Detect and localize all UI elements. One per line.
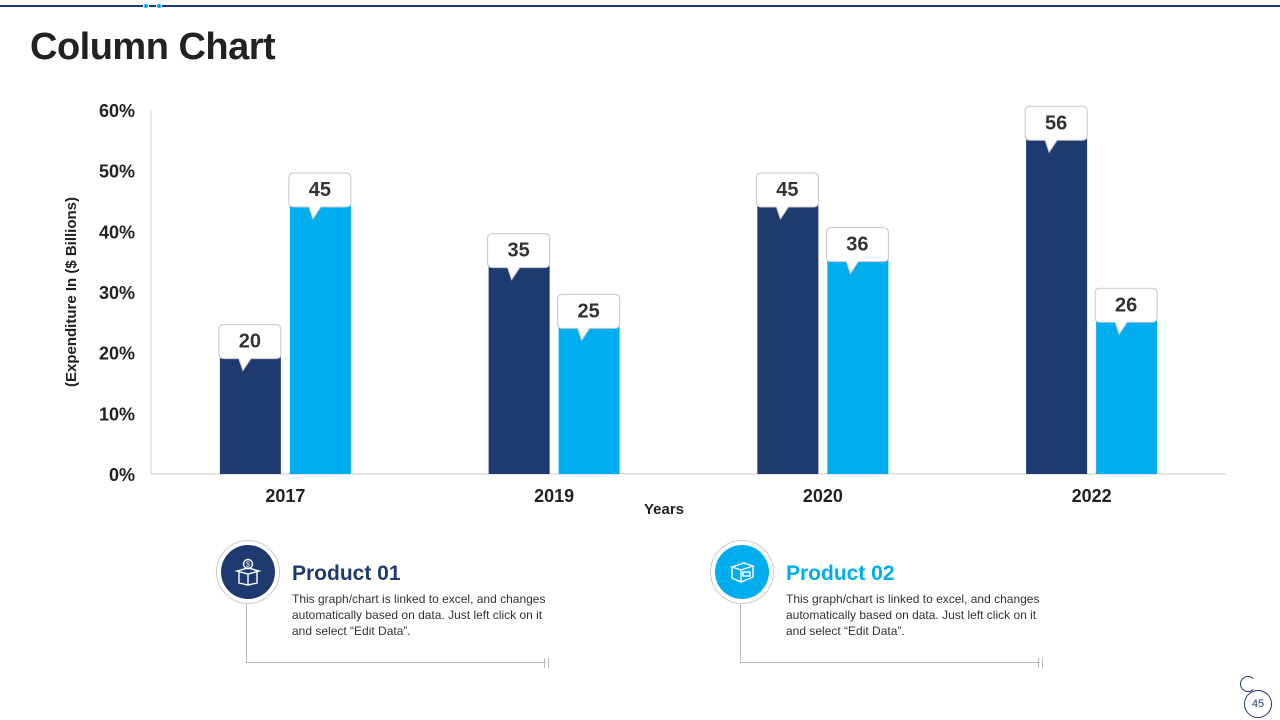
y-tick-label: 10%	[99, 404, 135, 424]
data-label-callout	[825, 227, 889, 275]
product-02-description: This graph/chart is linked to excel, and…	[786, 592, 1040, 638]
product-01-bracket	[246, 600, 546, 663]
x-tick-label: 2019	[534, 486, 574, 506]
page-number: 45	[1244, 690, 1272, 718]
data-label: 20	[239, 331, 261, 353]
data-label: 26	[1115, 294, 1137, 316]
top-rule-dot	[156, 3, 162, 9]
data-label-callout	[288, 172, 352, 221]
bar-product-02	[827, 255, 889, 474]
top-rule-dot	[143, 3, 149, 9]
product-01-title: Product 01	[292, 562, 401, 585]
y-tick-label: 30%	[99, 283, 135, 303]
x-axis-title: Years	[644, 501, 684, 518]
data-label-callout	[1094, 287, 1158, 336]
top-rule	[0, 5, 1280, 7]
column-chart: 0% 10% 20% 30% 40% 50% 60% (Expenditure In ($ B…	[63, 101, 1226, 518]
x-tick-label: 2017	[265, 486, 305, 506]
data-label-callout	[557, 293, 621, 342]
bar-product-02	[289, 201, 351, 474]
bar-product-01	[488, 261, 550, 474]
product-01-card: $ Product 01 This graph/chart is linked …	[216, 540, 576, 670]
bar-product-02	[558, 322, 620, 474]
y-axis-title: (Expenditure In ($ Billions)	[63, 197, 80, 387]
product-01-bracket-end	[544, 658, 549, 668]
product-01-icon-ring: $	[216, 540, 280, 604]
data-label: 36	[846, 234, 868, 256]
x-tick-label: 2022	[1072, 486, 1112, 506]
x-tick-label: 2020	[803, 486, 843, 506]
product-02-bracket	[740, 600, 1040, 663]
bar-product-01	[1026, 134, 1088, 474]
y-tick-label: 40%	[99, 222, 135, 242]
data-label-callout	[755, 172, 819, 221]
y-tick-label: 50%	[99, 162, 135, 182]
data-label-callout	[218, 324, 282, 372]
product-02-bracket-end	[1038, 658, 1043, 668]
svg-text:$: $	[246, 562, 250, 569]
bar-product-02	[1096, 316, 1158, 474]
money-box-icon: $	[221, 545, 275, 599]
data-label: 25	[578, 300, 600, 322]
bar-product-01	[757, 201, 819, 474]
y-tick-label: 60%	[99, 101, 135, 121]
data-label: 45	[309, 179, 331, 201]
product-02-title: Product 02	[786, 562, 895, 585]
page-badge-hook-icon	[1240, 676, 1256, 692]
y-tick-label: 20%	[99, 344, 135, 364]
data-label-callout	[1024, 105, 1088, 154]
product-02-card: Product 02 This graph/chart is linked to…	[710, 540, 1070, 670]
product-02-icon-ring	[710, 540, 774, 604]
bar-product-01	[219, 352, 281, 474]
product-01-description: This graph/chart is linked to excel, and…	[292, 592, 546, 638]
data-label-callout	[487, 233, 551, 281]
data-label: 35	[508, 240, 530, 262]
data-label: 56	[1045, 112, 1067, 134]
page-title: Column Chart	[30, 26, 276, 68]
y-tick-label: 0%	[109, 465, 135, 485]
package-box-icon	[715, 545, 769, 599]
data-label: 45	[776, 179, 798, 201]
